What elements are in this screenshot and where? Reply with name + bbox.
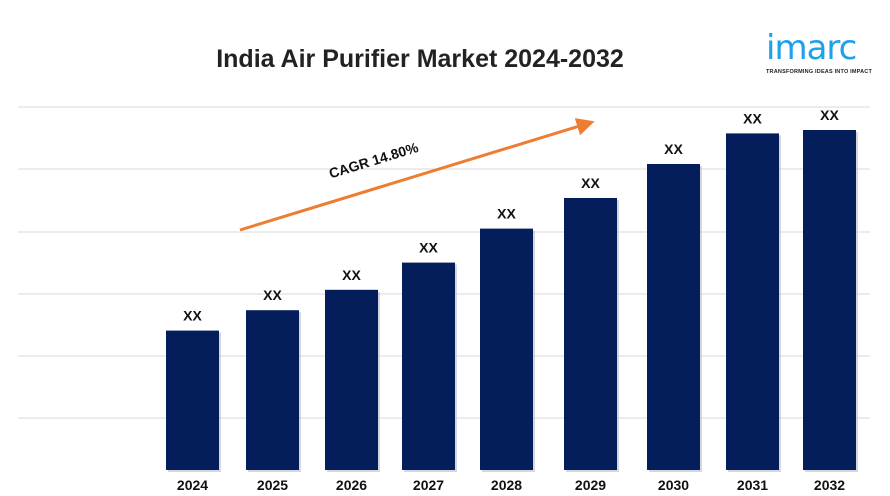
data-label: XX — [820, 107, 839, 123]
bar-2028 — [480, 228, 533, 470]
bar-2029 — [564, 198, 617, 470]
data-label: XX — [743, 110, 762, 126]
data-label: XX — [419, 240, 438, 256]
data-label: XX — [342, 267, 361, 283]
x-tick-label: 2031 — [737, 477, 768, 493]
data-label: XX — [263, 287, 282, 303]
x-tick-label: 2029 — [575, 477, 606, 493]
bar-2030 — [647, 164, 700, 470]
logo-word: imarc — [766, 28, 857, 68]
data-label: XX — [664, 141, 683, 157]
data-label: XX — [581, 175, 600, 191]
bar-2025 — [246, 310, 299, 470]
bar-2027 — [402, 262, 455, 470]
x-tick-label: 2025 — [257, 477, 288, 493]
cagr-annotation: CAGR 14.80% — [327, 139, 421, 182]
cagr-arrow — [239, 118, 595, 232]
logo-tagline: TRANSFORMING IDEAS INTO IMPACT — [766, 69, 873, 75]
imarc-logo: imarc TRANSFORMING IDEAS INTO IMPACT — [766, 30, 872, 76]
x-tick-label: 2032 — [814, 477, 845, 493]
data-label: XX — [497, 206, 516, 222]
chart-title: India Air Purifier Market 2024-2032 — [216, 45, 624, 73]
x-tick-label: 2026 — [336, 477, 367, 493]
bar-2026 — [325, 289, 378, 470]
x-tick-label: 2024 — [177, 477, 208, 493]
bar-2032 — [803, 130, 856, 470]
bar-2024 — [166, 330, 219, 470]
x-tick-label: 2028 — [491, 477, 522, 493]
x-tick-label: 2030 — [658, 477, 689, 493]
x-tick-label: 2027 — [413, 477, 444, 493]
bar-2031 — [726, 133, 779, 470]
data-label: XX — [183, 308, 202, 324]
